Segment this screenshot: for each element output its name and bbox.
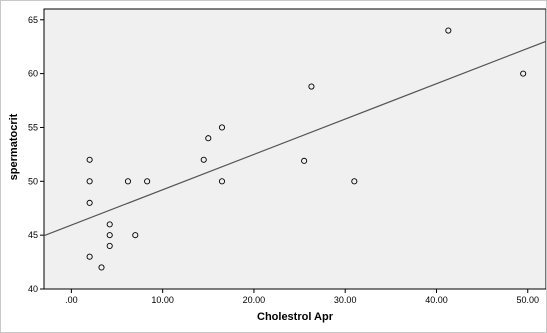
y-tick-label: 45 [28,230,38,240]
y-tick-label: 65 [28,15,38,25]
data-point [205,135,212,142]
data-point [86,178,93,185]
fit-line [43,40,546,237]
data-point [308,83,315,90]
x-tick-label: .00 [65,295,78,305]
data-point [445,27,452,34]
data-point [86,156,93,163]
data-point [106,232,113,239]
y-tick-label: 60 [28,69,38,79]
data-point [200,156,207,163]
data-point [86,199,93,206]
data-point [98,264,105,271]
data-point [218,178,226,185]
data-point [301,157,308,164]
plot-area [43,8,546,290]
x-axis-title: Cholestrol Apr [257,311,334,323]
data-point [86,253,93,260]
y-tick-label: 55 [28,122,38,132]
data-point [351,178,358,185]
data-point [106,221,113,228]
x-tick-label: 10.00 [151,295,174,305]
y-axis: 40 45 50 55 60 65 [28,15,44,294]
data-point [144,178,151,185]
data-points [86,27,527,271]
data-point [124,178,132,185]
y-axis-title: spermatocrit [8,113,20,180]
data-point [218,124,226,131]
x-tick-label: 50.00 [516,295,539,305]
x-tick-label: 20.00 [243,295,266,305]
x-tick-label: 30.00 [334,295,357,305]
x-tick-label: 40.00 [425,295,448,305]
y-tick-label: 50 [28,176,38,186]
y-tick-label: 40 [28,284,38,294]
data-point [132,232,139,239]
data-point [106,242,113,249]
x-axis: .00 10.00 20.00 30.00 40.00 50.00 [65,289,539,305]
data-point [520,70,527,77]
